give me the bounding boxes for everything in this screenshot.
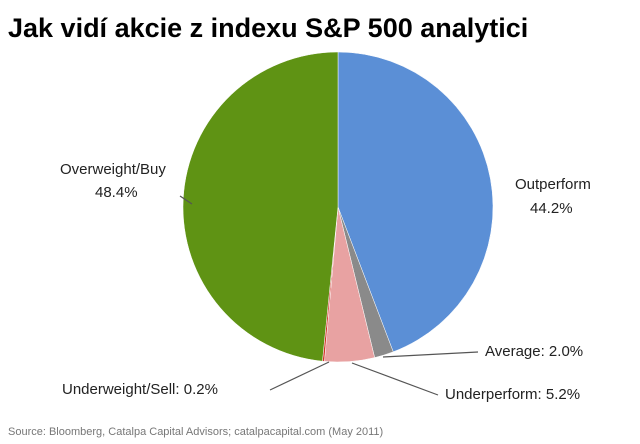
slice-label: Overweight/Buy (60, 161, 166, 178)
pie-slice (337, 51, 494, 353)
leader-line (179, 195, 193, 205)
slice-label: Underperform: 5.2% (445, 386, 580, 403)
slice-label: 44.2% (530, 200, 573, 217)
pie-slice (182, 51, 339, 362)
chart-title: Jak vidí akcie z indexu S&P 500 analytic… (8, 13, 528, 43)
leader-line (351, 362, 439, 396)
source-note: Source: Bloomberg, Catalpa Capital Advis… (8, 426, 383, 438)
leader-line (382, 351, 479, 358)
slice-label: Outperform (515, 176, 591, 193)
slice-label: Average: 2.0% (485, 343, 583, 360)
leader-line (269, 361, 330, 391)
slice-label: 48.4% (95, 184, 138, 201)
slice-label: Underweight/Sell: 0.2% (62, 381, 218, 398)
